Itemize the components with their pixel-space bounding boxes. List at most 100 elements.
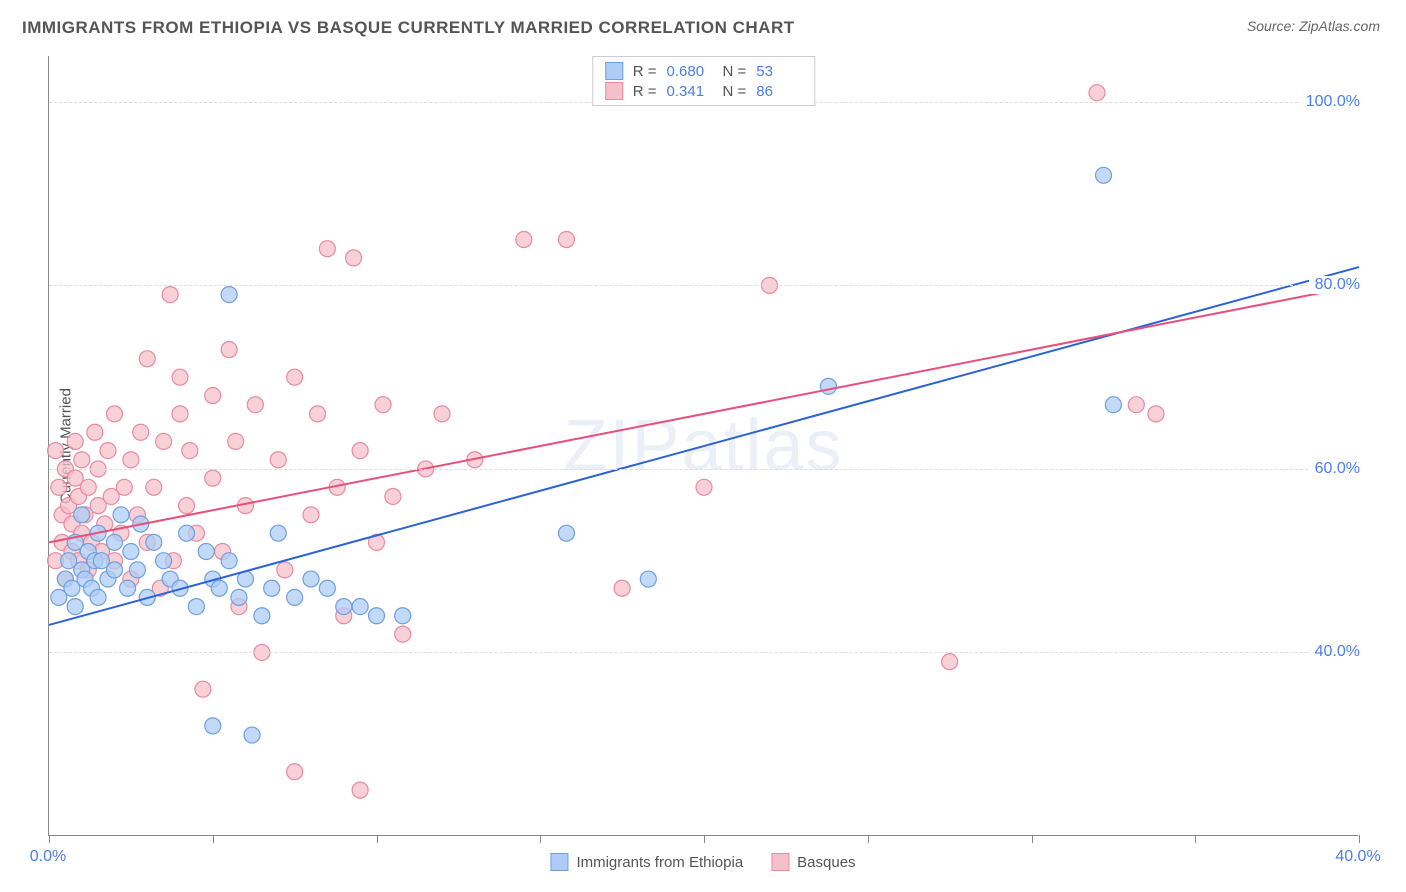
chart-plot-area: ZIPatlas R = 0.680 N = 53 R = 0.341 N = …	[48, 56, 1358, 836]
scatter-point	[198, 544, 214, 560]
scatter-point	[395, 608, 411, 624]
scatter-point	[116, 479, 132, 495]
scatter-point	[516, 232, 532, 248]
scatter-point	[1148, 406, 1164, 422]
scatter-point	[67, 433, 83, 449]
scatter-point	[172, 406, 188, 422]
x-tick	[377, 835, 378, 843]
source-attribution: Source: ZipAtlas.com	[1247, 18, 1380, 34]
scatter-point	[80, 479, 96, 495]
series-legend: Immigrants from Ethiopia Basques	[550, 846, 855, 878]
scatter-point	[434, 406, 450, 422]
gridline	[49, 285, 1358, 286]
scatter-point	[336, 599, 352, 615]
scatter-point	[182, 443, 198, 459]
scatter-point	[558, 232, 574, 248]
scatter-point	[205, 718, 221, 734]
stats-legend-row: R = 0.341 N = 86	[605, 81, 803, 101]
series-swatch	[605, 82, 623, 100]
scatter-point	[205, 470, 221, 486]
n-value: 53	[756, 63, 802, 80]
scatter-point	[369, 608, 385, 624]
legend-label: Basques	[797, 854, 855, 871]
scatter-point	[614, 580, 630, 596]
scatter-point	[48, 443, 64, 459]
stats-legend: R = 0.680 N = 53 R = 0.341 N = 86	[592, 56, 816, 106]
scatter-point	[67, 599, 83, 615]
scatter-point	[129, 562, 145, 578]
stats-legend-row: R = 0.680 N = 53	[605, 61, 803, 81]
scatter-point	[696, 479, 712, 495]
scatter-point	[100, 443, 116, 459]
scatter-point	[107, 406, 123, 422]
scatter-point	[146, 479, 162, 495]
scatter-point	[1089, 85, 1105, 101]
scatter-point	[640, 571, 656, 587]
scatter-point	[287, 764, 303, 780]
scatter-point	[247, 397, 263, 413]
scatter-point	[123, 544, 139, 560]
scatter-point	[120, 580, 136, 596]
scatter-point	[244, 727, 260, 743]
scatter-point	[385, 488, 401, 504]
stat-label: R =	[633, 83, 657, 100]
scatter-point	[254, 608, 270, 624]
scatter-point	[221, 342, 237, 358]
y-tick-label: 80.0%	[1309, 276, 1360, 294]
gridline	[49, 469, 1358, 470]
scatter-point	[820, 378, 836, 394]
scatter-point	[221, 553, 237, 569]
series-swatch	[605, 62, 623, 80]
scatter-point	[270, 452, 286, 468]
scatter-point	[310, 406, 326, 422]
scatter-point	[139, 351, 155, 367]
scatter-point	[558, 525, 574, 541]
series-swatch	[771, 853, 789, 871]
scatter-point	[287, 589, 303, 605]
x-tick-label: 40.0%	[1335, 848, 1380, 866]
scatter-point	[179, 525, 195, 541]
scatter-point	[179, 498, 195, 514]
scatter-point	[270, 525, 286, 541]
scatter-point	[87, 424, 103, 440]
scatter-point	[277, 562, 293, 578]
scatter-point	[146, 534, 162, 550]
scatter-point	[287, 369, 303, 385]
scatter-point	[346, 250, 362, 266]
scatter-point	[51, 479, 67, 495]
n-value: 86	[756, 83, 802, 100]
scatter-point	[319, 241, 335, 257]
scatter-point	[395, 626, 411, 642]
scatter-point	[195, 681, 211, 697]
scatter-point	[228, 433, 244, 449]
scatter-point	[107, 534, 123, 550]
scatter-point	[211, 580, 227, 596]
scatter-point	[1128, 397, 1144, 413]
x-tick	[1359, 835, 1360, 843]
x-tick	[540, 835, 541, 843]
y-tick-label: 100.0%	[1300, 93, 1360, 111]
r-value: 0.341	[667, 83, 713, 100]
scatter-point	[319, 580, 335, 596]
scatter-point	[172, 369, 188, 385]
scatter-point	[1105, 397, 1121, 413]
x-tick	[1195, 835, 1196, 843]
y-tick-label: 60.0%	[1309, 460, 1360, 478]
scatter-point	[303, 571, 319, 587]
scatter-point	[107, 562, 123, 578]
scatter-point	[352, 599, 368, 615]
legend-item: Immigrants from Ethiopia	[550, 853, 743, 871]
x-tick-label: 0.0%	[30, 848, 66, 866]
scatter-point	[74, 507, 90, 523]
scatter-point	[264, 580, 280, 596]
scatter-point	[156, 433, 172, 449]
x-tick	[868, 835, 869, 843]
scatter-point	[352, 443, 368, 459]
scatter-point	[352, 782, 368, 798]
y-tick-label: 40.0%	[1309, 643, 1360, 661]
scatter-point	[221, 287, 237, 303]
x-tick	[49, 835, 50, 843]
stat-label: N =	[723, 83, 747, 100]
scatter-point	[942, 654, 958, 670]
stat-label: N =	[723, 63, 747, 80]
